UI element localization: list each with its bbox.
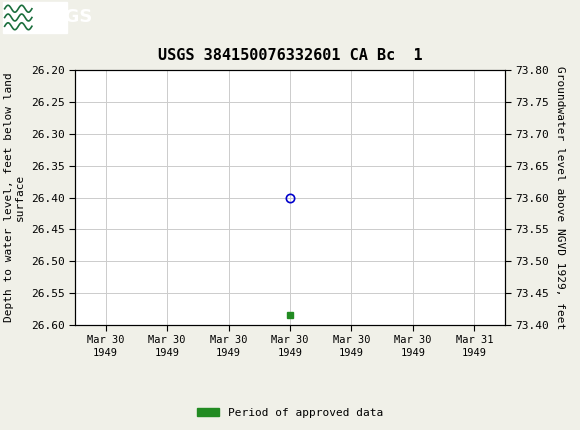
Y-axis label: Groundwater level above NGVD 1929, feet: Groundwater level above NGVD 1929, feet <box>554 66 565 329</box>
Legend: Period of approved data: Period of approved data <box>193 403 387 422</box>
Bar <box>3 2 67 33</box>
Text: USGS 384150076332601 CA Bc  1: USGS 384150076332601 CA Bc 1 <box>158 47 422 62</box>
Y-axis label: Depth to water level, feet below land
surface: Depth to water level, feet below land su… <box>3 73 26 322</box>
Text: USGS: USGS <box>38 9 93 27</box>
